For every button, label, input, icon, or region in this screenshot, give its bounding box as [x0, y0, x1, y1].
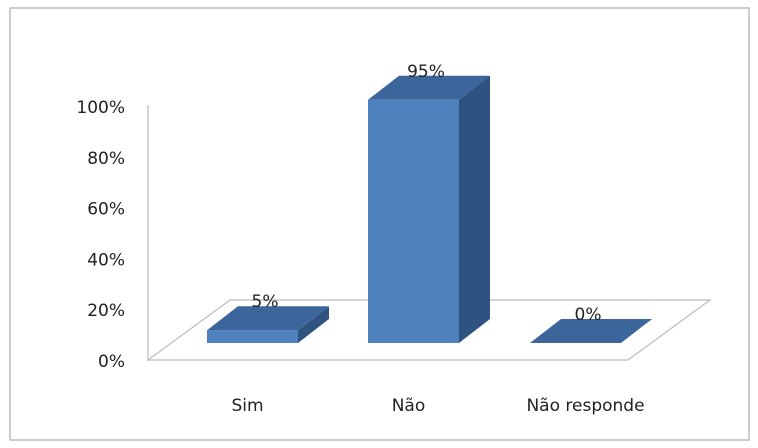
bar-side	[298, 306, 329, 343]
x-tick-label: Sim	[231, 396, 263, 416]
y-tick-label: 60%	[87, 200, 125, 220]
x-tick-label: Não responde	[526, 396, 644, 416]
bar	[368, 99, 459, 343]
bar-top	[368, 75, 490, 100]
y-tick-label: 40%	[87, 250, 125, 270]
bar-side	[459, 75, 490, 344]
bar-top	[530, 319, 652, 343]
bar-top	[207, 306, 329, 331]
x-tick-label: Não	[392, 396, 426, 416]
y-tick-label: 100%	[76, 98, 125, 118]
y-tick-label: 80%	[87, 149, 125, 169]
y-tick-label: 20%	[87, 301, 125, 321]
value-label: 5%	[252, 292, 279, 312]
bar	[207, 330, 298, 343]
value-label: 95%	[407, 62, 445, 82]
value-label: 0%	[575, 305, 602, 325]
y-tick-label: 0%	[98, 352, 125, 372]
